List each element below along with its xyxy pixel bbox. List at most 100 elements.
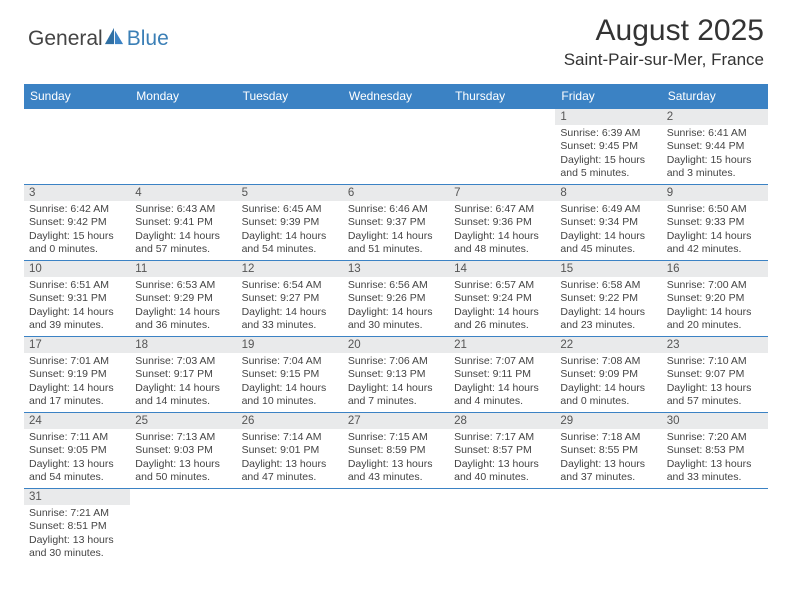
day-detail: Sunrise: 6:53 AMSunset: 9:29 PMDaylight:… bbox=[130, 277, 236, 336]
day-detail: Sunrise: 6:58 AMSunset: 9:22 PMDaylight:… bbox=[555, 277, 661, 336]
day-detail: Sunrise: 7:04 AMSunset: 9:15 PMDaylight:… bbox=[237, 353, 343, 412]
day-detail: Sunrise: 6:45 AMSunset: 9:39 PMDaylight:… bbox=[237, 201, 343, 260]
calendar-cell-day-18: 18Sunrise: 7:03 AMSunset: 9:17 PMDayligh… bbox=[130, 337, 236, 413]
dow-header-sunday: Sunday bbox=[24, 84, 130, 109]
day-number: 20 bbox=[343, 337, 449, 353]
dow-header-row: SundayMondayTuesdayWednesdayThursdayFrid… bbox=[24, 84, 768, 109]
calendar-cell-day-9: 9Sunrise: 6:50 AMSunset: 9:33 PMDaylight… bbox=[662, 185, 768, 261]
calendar-cell-empty: .. bbox=[130, 489, 236, 565]
day-number: 19 bbox=[237, 337, 343, 353]
day-number: 10 bbox=[24, 261, 130, 277]
calendar-cell-day-1: 1Sunrise: 6:39 AMSunset: 9:45 PMDaylight… bbox=[555, 109, 661, 185]
day-number: 27 bbox=[343, 413, 449, 429]
day-detail: Sunrise: 7:20 AMSunset: 8:53 PMDaylight:… bbox=[662, 429, 768, 488]
sail-icon bbox=[103, 26, 125, 46]
calendar-cell-day-26: 26Sunrise: 7:14 AMSunset: 9:01 PMDayligh… bbox=[237, 413, 343, 489]
day-detail: Sunrise: 7:10 AMSunset: 9:07 PMDaylight:… bbox=[662, 353, 768, 412]
calendar-cell-empty: .. bbox=[449, 109, 555, 185]
day-number: 3 bbox=[24, 185, 130, 201]
day-number: 25 bbox=[130, 413, 236, 429]
brand-text-a: General bbox=[28, 27, 103, 51]
calendar-cell-day-11: 11Sunrise: 6:53 AMSunset: 9:29 PMDayligh… bbox=[130, 261, 236, 337]
dow-header-thursday: Thursday bbox=[449, 84, 555, 109]
day-number: 15 bbox=[555, 261, 661, 277]
day-detail: Sunrise: 6:56 AMSunset: 9:26 PMDaylight:… bbox=[343, 277, 449, 336]
day-number: 6 bbox=[343, 185, 449, 201]
calendar-cell-day-29: 29Sunrise: 7:18 AMSunset: 8:55 PMDayligh… bbox=[555, 413, 661, 489]
dow-header-wednesday: Wednesday bbox=[343, 84, 449, 109]
calendar-cell-day-28: 28Sunrise: 7:17 AMSunset: 8:57 PMDayligh… bbox=[449, 413, 555, 489]
day-number: 23 bbox=[662, 337, 768, 353]
day-detail: Sunrise: 6:50 AMSunset: 9:33 PMDaylight:… bbox=[662, 201, 768, 260]
calendar-cell-day-12: 12Sunrise: 6:54 AMSunset: 9:27 PMDayligh… bbox=[237, 261, 343, 337]
calendar-row: 10Sunrise: 6:51 AMSunset: 9:31 PMDayligh… bbox=[24, 261, 768, 337]
day-number: 5 bbox=[237, 185, 343, 201]
calendar-cell-day-31: 31Sunrise: 7:21 AMSunset: 8:51 PMDayligh… bbox=[24, 489, 130, 565]
calendar-cell-empty: .. bbox=[237, 489, 343, 565]
calendar-cell-empty: .. bbox=[449, 489, 555, 565]
day-number: 9 bbox=[662, 185, 768, 201]
calendar-cell-day-16: 16Sunrise: 7:00 AMSunset: 9:20 PMDayligh… bbox=[662, 261, 768, 337]
day-detail: Sunrise: 7:13 AMSunset: 9:03 PMDaylight:… bbox=[130, 429, 236, 488]
day-detail: Sunrise: 6:39 AMSunset: 9:45 PMDaylight:… bbox=[555, 125, 661, 184]
dow-header-tuesday: Tuesday bbox=[237, 84, 343, 109]
day-detail: Sunrise: 6:49 AMSunset: 9:34 PMDaylight:… bbox=[555, 201, 661, 260]
day-number: 21 bbox=[449, 337, 555, 353]
calendar-cell-day-19: 19Sunrise: 7:04 AMSunset: 9:15 PMDayligh… bbox=[237, 337, 343, 413]
calendar-cell-empty: .. bbox=[237, 109, 343, 185]
calendar-cell-empty: .. bbox=[662, 489, 768, 565]
calendar-cell-day-6: 6Sunrise: 6:46 AMSunset: 9:37 PMDaylight… bbox=[343, 185, 449, 261]
day-number: 11 bbox=[130, 261, 236, 277]
calendar-cell-day-24: 24Sunrise: 7:11 AMSunset: 9:05 PMDayligh… bbox=[24, 413, 130, 489]
calendar-cell-empty: .. bbox=[130, 109, 236, 185]
day-number: 22 bbox=[555, 337, 661, 353]
day-number: 17 bbox=[24, 337, 130, 353]
calendar-cell-day-5: 5Sunrise: 6:45 AMSunset: 9:39 PMDaylight… bbox=[237, 185, 343, 261]
day-detail: Sunrise: 7:00 AMSunset: 9:20 PMDaylight:… bbox=[662, 277, 768, 336]
day-number: 14 bbox=[449, 261, 555, 277]
day-number: 13 bbox=[343, 261, 449, 277]
calendar-cell-day-25: 25Sunrise: 7:13 AMSunset: 9:03 PMDayligh… bbox=[130, 413, 236, 489]
day-number: 1 bbox=[555, 109, 661, 125]
calendar-row: 31Sunrise: 7:21 AMSunset: 8:51 PMDayligh… bbox=[24, 489, 768, 565]
calendar-body: ..........1Sunrise: 6:39 AMSunset: 9:45 … bbox=[24, 109, 768, 565]
calendar-cell-empty: .. bbox=[343, 489, 449, 565]
calendar-cell-day-30: 30Sunrise: 7:20 AMSunset: 8:53 PMDayligh… bbox=[662, 413, 768, 489]
calendar-cell-day-20: 20Sunrise: 7:06 AMSunset: 9:13 PMDayligh… bbox=[343, 337, 449, 413]
day-detail: Sunrise: 6:51 AMSunset: 9:31 PMDaylight:… bbox=[24, 277, 130, 336]
day-number: 16 bbox=[662, 261, 768, 277]
day-number: 8 bbox=[555, 185, 661, 201]
day-number: 2 bbox=[662, 109, 768, 125]
day-detail: Sunrise: 6:41 AMSunset: 9:44 PMDaylight:… bbox=[662, 125, 768, 184]
day-number: 30 bbox=[662, 413, 768, 429]
day-detail: Sunrise: 7:14 AMSunset: 9:01 PMDaylight:… bbox=[237, 429, 343, 488]
calendar-cell-empty: .. bbox=[343, 109, 449, 185]
calendar-row: ..........1Sunrise: 6:39 AMSunset: 9:45 … bbox=[24, 109, 768, 185]
calendar-cell-day-2: 2Sunrise: 6:41 AMSunset: 9:44 PMDaylight… bbox=[662, 109, 768, 185]
header: August 2025 Saint-Pair-sur-Mer, France bbox=[564, 14, 764, 70]
calendar-cell-day-22: 22Sunrise: 7:08 AMSunset: 9:09 PMDayligh… bbox=[555, 337, 661, 413]
calendar-cell-day-23: 23Sunrise: 7:10 AMSunset: 9:07 PMDayligh… bbox=[662, 337, 768, 413]
location-label: Saint-Pair-sur-Mer, France bbox=[564, 50, 764, 70]
day-detail: Sunrise: 6:54 AMSunset: 9:27 PMDaylight:… bbox=[237, 277, 343, 336]
day-number: 29 bbox=[555, 413, 661, 429]
calendar-cell-day-21: 21Sunrise: 7:07 AMSunset: 9:11 PMDayligh… bbox=[449, 337, 555, 413]
day-detail: Sunrise: 7:01 AMSunset: 9:19 PMDaylight:… bbox=[24, 353, 130, 412]
day-detail: Sunrise: 7:07 AMSunset: 9:11 PMDaylight:… bbox=[449, 353, 555, 412]
calendar-row: 24Sunrise: 7:11 AMSunset: 9:05 PMDayligh… bbox=[24, 413, 768, 489]
calendar-cell-day-13: 13Sunrise: 6:56 AMSunset: 9:26 PMDayligh… bbox=[343, 261, 449, 337]
day-number: 4 bbox=[130, 185, 236, 201]
dow-header-saturday: Saturday bbox=[662, 84, 768, 109]
day-number: 26 bbox=[237, 413, 343, 429]
day-detail: Sunrise: 7:11 AMSunset: 9:05 PMDaylight:… bbox=[24, 429, 130, 488]
day-number: 31 bbox=[24, 489, 130, 505]
dow-header-friday: Friday bbox=[555, 84, 661, 109]
calendar-cell-day-27: 27Sunrise: 7:15 AMSunset: 8:59 PMDayligh… bbox=[343, 413, 449, 489]
calendar-cell-empty: .. bbox=[555, 489, 661, 565]
day-detail: Sunrise: 7:21 AMSunset: 8:51 PMDaylight:… bbox=[24, 505, 130, 564]
day-detail: Sunrise: 7:18 AMSunset: 8:55 PMDaylight:… bbox=[555, 429, 661, 488]
day-number: 12 bbox=[237, 261, 343, 277]
calendar-cell-day-10: 10Sunrise: 6:51 AMSunset: 9:31 PMDayligh… bbox=[24, 261, 130, 337]
day-detail: Sunrise: 7:06 AMSunset: 9:13 PMDaylight:… bbox=[343, 353, 449, 412]
day-detail: Sunrise: 6:43 AMSunset: 9:41 PMDaylight:… bbox=[130, 201, 236, 260]
